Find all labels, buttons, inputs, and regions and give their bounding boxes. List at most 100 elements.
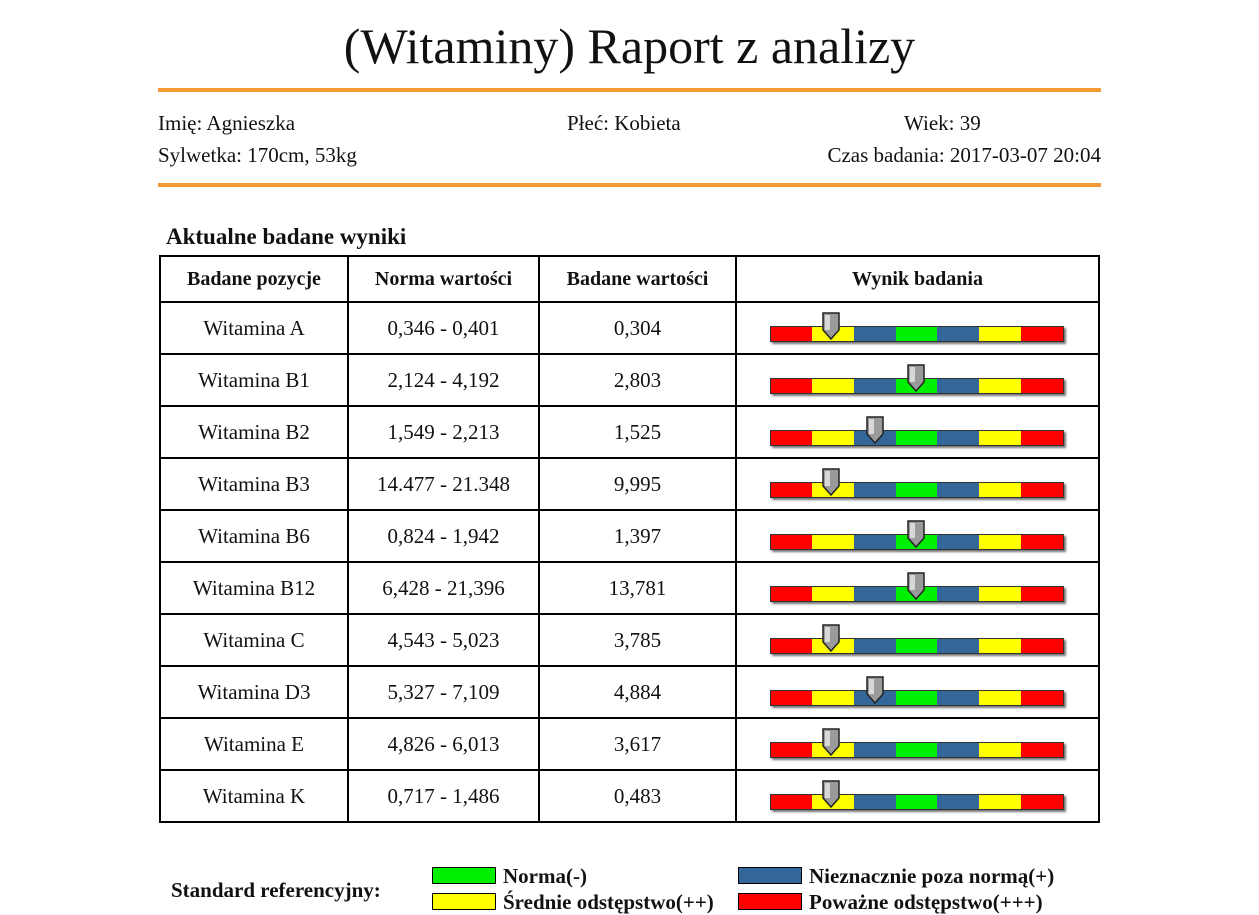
cell-value: 2,803 — [538, 353, 737, 407]
gauge-bar — [769, 378, 1064, 394]
cell-value: 0,304 — [538, 301, 737, 355]
gauge-segment — [895, 327, 938, 341]
table-row: Witamina A 0,346 - 0,401 0,304 — [159, 301, 1100, 355]
table-row: Witamina K 0,717 - 1,486 0,483 — [159, 769, 1100, 823]
bottom-divider — [158, 183, 1101, 187]
gauge-segment — [853, 327, 896, 341]
patient-age: Wiek: 39 — [904, 111, 981, 135]
cell-result-gauge — [735, 353, 1100, 407]
gauge-segment — [853, 639, 896, 653]
result-gauge — [769, 676, 1066, 708]
table-row: Witamina B6 0,824 - 1,942 1,397 — [159, 509, 1100, 563]
gauge-segment — [937, 691, 980, 705]
cell-norm: 0,717 - 1,486 — [347, 769, 540, 823]
cell-value: 3,617 — [538, 717, 737, 771]
gauge-segment — [853, 743, 896, 757]
gauge-bar — [769, 742, 1064, 758]
table-header-row: Badane pozycje Norma wartości Badane war… — [159, 255, 1100, 303]
gauge-bar — [769, 482, 1064, 498]
header-value: Badane wartości — [538, 255, 737, 303]
gauge-segment — [979, 379, 1021, 393]
result-gauge — [769, 520, 1066, 552]
gauge-segment — [895, 795, 938, 809]
cell-item: Witamina D3 — [159, 665, 349, 719]
gauge-segment — [770, 535, 813, 549]
header-result: Wynik badania — [735, 255, 1100, 303]
result-gauge — [769, 364, 1066, 396]
cell-item: Witamina B3 — [159, 457, 349, 511]
cell-norm: 4,543 - 5,023 — [347, 613, 540, 667]
patient-figure: Sylwetka: 170cm, 53kg — [158, 143, 357, 167]
cell-value: 3,785 — [538, 613, 737, 667]
section-title: Aktualne badane wyniki — [166, 224, 407, 249]
header-norm: Norma wartości — [347, 255, 540, 303]
gauge-segment — [853, 587, 896, 601]
cell-value: 1,525 — [538, 405, 737, 459]
table-row: Witamina B12 6,428 - 21,396 13,781 — [159, 561, 1100, 615]
gauge-segment — [979, 483, 1021, 497]
gauge-segment — [1020, 535, 1063, 549]
gauge-bar — [769, 326, 1064, 342]
cell-value: 1,397 — [538, 509, 737, 563]
results-table: Badane pozycje Norma wartości Badane war… — [159, 255, 1100, 823]
gauge-segment — [1020, 483, 1063, 497]
table-row: Witamina E 4,826 - 6,013 3,617 — [159, 717, 1100, 771]
cell-norm: 2,124 - 4,192 — [347, 353, 540, 407]
gauge-bar — [769, 794, 1064, 810]
legend-label: Standard referencyjny: — [171, 878, 381, 902]
gauge-segment — [812, 535, 854, 549]
gauge-segment — [895, 483, 938, 497]
cell-norm: 1,549 - 2,213 — [347, 405, 540, 459]
gauge-bar — [769, 638, 1064, 654]
gauge-segment — [937, 483, 980, 497]
gauge-segment — [1020, 587, 1063, 601]
gauge-segment — [770, 587, 813, 601]
table-row: Witamina B1 2,124 - 4,192 2,803 — [159, 353, 1100, 407]
gauge-segment — [770, 795, 813, 809]
table-row: Witamina B2 1,549 - 2,213 1,525 — [159, 405, 1100, 459]
cell-item: Witamina C — [159, 613, 349, 667]
gauge-marker-icon — [822, 624, 840, 652]
cell-norm: 0,824 - 1,942 — [347, 509, 540, 563]
gauge-segment — [937, 743, 980, 757]
cell-result-gauge — [735, 457, 1100, 511]
gauge-segment — [979, 743, 1021, 757]
table-row: Witamina B3 14.477 - 21.348 9,995 — [159, 457, 1100, 511]
table-row: Witamina C 4,543 - 5,023 3,785 — [159, 613, 1100, 667]
gauge-segment — [1020, 795, 1063, 809]
gauge-segment — [979, 639, 1021, 653]
gauge-segment — [812, 431, 854, 445]
cell-item: Witamina B1 — [159, 353, 349, 407]
cell-value: 0,483 — [538, 769, 737, 823]
cell-result-gauge — [735, 613, 1100, 667]
report-title: (Witaminy) Raport z analizy — [343, 18, 916, 74]
gauge-segment — [979, 327, 1021, 341]
gauge-segment — [812, 379, 854, 393]
gauge-segment — [895, 639, 938, 653]
legend-text-slight: Nieznacznie poza normą(+) — [809, 864, 1055, 888]
result-gauge — [769, 468, 1066, 500]
table-row: Witamina D3 5,327 - 7,109 4,884 — [159, 665, 1100, 719]
result-gauge — [769, 624, 1066, 656]
gauge-segment — [937, 431, 980, 445]
gauge-marker-icon — [906, 520, 925, 548]
gauge-segment — [770, 639, 813, 653]
gauge-marker-icon — [906, 572, 925, 600]
patient-sex: Płeć: Kobieta — [567, 111, 681, 135]
result-gauge — [769, 416, 1066, 448]
gauge-segment — [1020, 639, 1063, 653]
gauge-marker-icon — [822, 312, 840, 340]
gauge-segment — [1020, 743, 1063, 757]
cell-value: 9,995 — [538, 457, 737, 511]
gauge-marker-icon — [822, 780, 840, 808]
gauge-marker-icon — [865, 416, 884, 444]
gauge-segment — [937, 535, 980, 549]
cell-result-gauge — [735, 769, 1100, 823]
gauge-segment — [979, 431, 1021, 445]
gauge-segment — [979, 795, 1021, 809]
cell-norm: 14.477 - 21.348 — [347, 457, 540, 511]
cell-norm: 0,346 - 0,401 — [347, 301, 540, 355]
legend-swatch-severe — [738, 893, 802, 910]
gauge-segment — [979, 535, 1021, 549]
gauge-segment — [937, 795, 980, 809]
